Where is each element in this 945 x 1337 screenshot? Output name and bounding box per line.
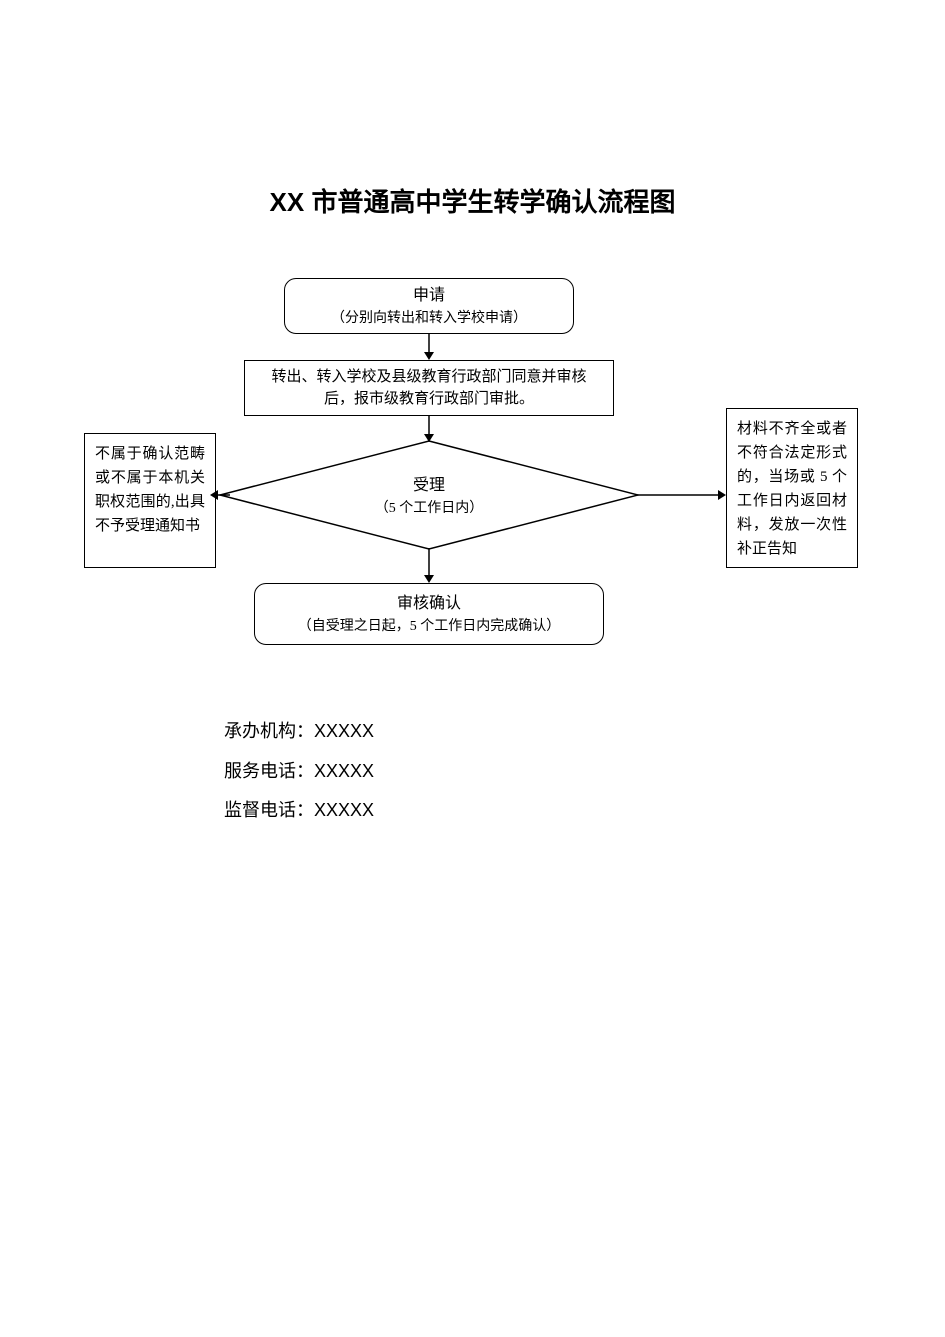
node-confirm-title: 审核确认 [397, 592, 461, 616]
edge-submit-accept [419, 416, 439, 442]
info-supervise-value: XXXXX [314, 800, 374, 820]
edge-accept-left [210, 485, 230, 505]
info-block: 承办机构：XXXXX 服务电话：XXXXX 监督电话：XXXXX [224, 712, 374, 831]
edge-accept-confirm [419, 548, 439, 583]
node-submit: 转出、转入学校及县级教育行政部门同意并审核后，报市级教育行政部门审批。 [244, 360, 614, 416]
info-org-label: 承办机构： [224, 721, 314, 741]
node-accept: 受理 （5 个工作日内） [219, 440, 639, 550]
node-left-note-text: 不属于确认范畴或不属于本机关职权范围的,出具不予受理通知书 [95, 446, 205, 534]
node-accept-sub: （5 个工作日内） [219, 498, 639, 519]
info-phone-label: 服务电话： [224, 761, 314, 781]
info-supervise: 监督电话：XXXXX [224, 791, 374, 831]
node-right-note: 材料不齐全或者不符合法定形式的，当场或 5 个工作日内返回材料，发放一次性补正告… [726, 408, 858, 568]
node-confirm-sub: （自受理之日起，5 个工作日内完成确认） [298, 616, 561, 637]
node-left-note: 不属于确认范畴或不属于本机关职权范围的,出具不予受理通知书 [84, 433, 216, 568]
info-phone: 服务电话：XXXXX [224, 752, 374, 792]
node-apply-sub: （分别向转出和转入学校申请） [331, 308, 527, 329]
info-org: 承办机构：XXXXX [224, 712, 374, 752]
info-phone-value: XXXXX [314, 761, 374, 781]
edge-accept-right [636, 485, 726, 505]
node-accept-title: 受理 [219, 474, 639, 498]
node-right-note-text: 材料不齐全或者不符合法定形式的，当场或 5 个工作日内返回材料，发放一次性补正告… [737, 421, 847, 557]
edge-apply-submit [419, 334, 439, 360]
node-submit-text: 转出、转入学校及县级教育行政部门同意并审核后，报市级教育行政部门审批。 [257, 366, 601, 411]
node-confirm: 审核确认 （自受理之日起，5 个工作日内完成确认） [254, 583, 604, 645]
node-apply: 申请 （分别向转出和转入学校申请） [284, 278, 574, 334]
node-apply-title: 申请 [413, 284, 445, 308]
page-title: XX 市普通高中学生转学确认流程图 [0, 182, 945, 219]
info-org-value: XXXXX [314, 721, 374, 741]
info-supervise-label: 监督电话： [224, 800, 314, 820]
